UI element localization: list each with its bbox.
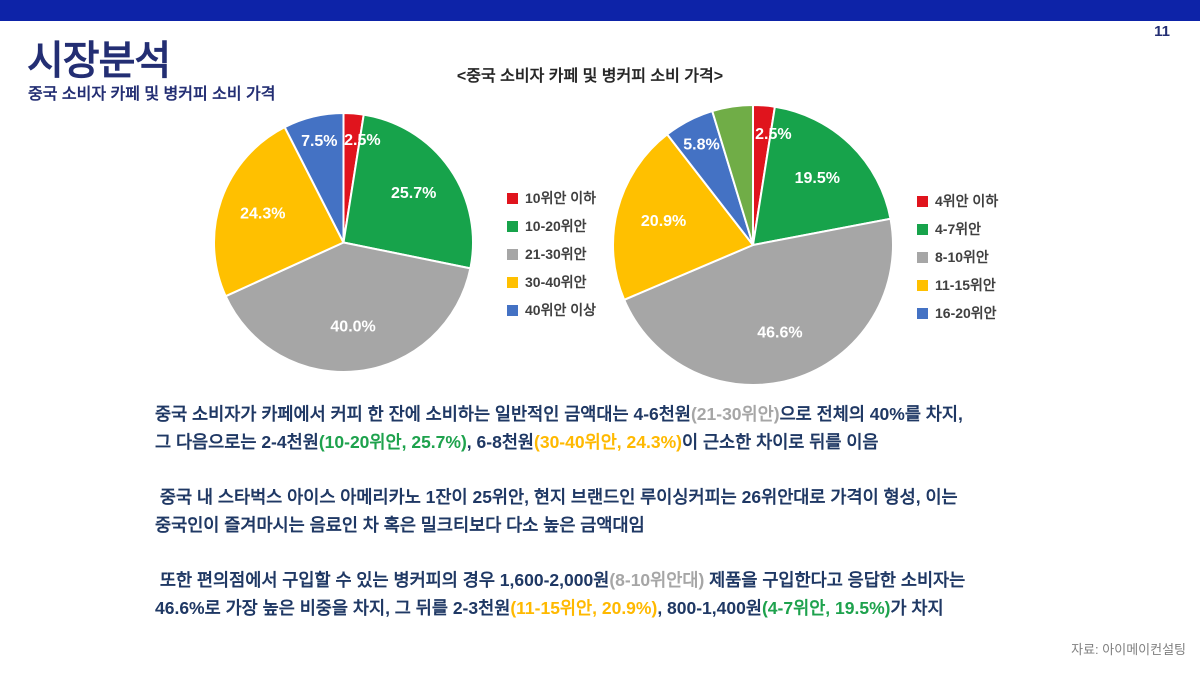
pie-slice [623, 217, 894, 386]
legend-swatch-icon [917, 279, 928, 291]
body-paragraph: 중국 내 스타벅스 아이스 아메리카노 1잔이 25위안, 현지 브랜드인 루이… [155, 483, 1085, 539]
text-segment-navy: 제품을 구입한다고 응답한 소비자는 [704, 570, 966, 590]
legend-label: 10-20위안 [525, 218, 587, 234]
legend-cafe-pie: 10위안 이하 10-20위안 21-30위안 30-40위안 40위안 이상 [507, 188, 596, 320]
pie-percentage-label: 24.3% [240, 206, 285, 223]
legend-label: 11-15위안 [935, 277, 996, 293]
text-segment-orange: (30-40위안, 24.3%) [534, 432, 682, 452]
legend-label: 21-30위안 [525, 246, 587, 262]
pie-percentage-label: 19.5% [795, 170, 840, 187]
pie-percentage-label: 5.8% [683, 137, 719, 154]
legend-swatch-icon [917, 223, 928, 235]
pie-slice [342, 113, 474, 270]
pie-slice [711, 104, 754, 246]
text-segment-navy: 으로 전체의 40%를 차지, [779, 404, 963, 424]
legend-label: 8-10위안 [935, 249, 989, 265]
top-accent-bar [0, 0, 1200, 21]
text-segment-green: (10-20위안, 25.7%) [318, 432, 467, 452]
legend-swatch-icon [507, 192, 518, 204]
pie-slice [612, 133, 754, 301]
source-credit: 자료: 아이메이컨설팅 [1071, 642, 1186, 657]
legend-swatch-icon [917, 251, 928, 263]
body-paragraph: 또한 편의점에서 구입할 수 있는 병커피의 경우 1,600-2,000원(8… [155, 566, 1085, 622]
text-segment-gray: (21-30위안) [690, 404, 780, 424]
pie-percentage-label: 2.5% [755, 126, 791, 143]
text-segment-navy: 가 차지 [890, 598, 944, 618]
text-segment-navy: 그 다음으로는 2-4천원 [155, 432, 319, 452]
text-segment-navy: 중국 소비자가 카페에서 커피 한 잔에 소비하는 일반적인 금액대는 4-6천… [155, 404, 691, 424]
legend-label: 16-20위안 [935, 305, 997, 321]
legend-item: 4위안 이하 [917, 191, 998, 211]
legend-label: 4-7위안 [935, 221, 981, 237]
legend-label: 40위안 이상 [525, 302, 596, 318]
text-segment-navy: 46.6%로 가장 높은 비중을 차지, 그 뒤를 2-3천원 [155, 598, 511, 618]
legend-item: 40위안 이상 [507, 300, 596, 320]
chart-title: <중국 소비자 카페 및 병커피 소비 가격> [456, 68, 724, 85]
text-segment-navy: 이 근소한 차이로 뒤를 이음 [681, 432, 879, 452]
legend-item: 16-20위안 [917, 303, 998, 323]
legend-swatch-icon [507, 304, 518, 316]
body-line: 46.6%로 가장 높은 비중을 차지, 그 뒤를 2-3천원(11-15위안,… [155, 594, 1085, 622]
text-segment-navy: 중국인이 즐겨마시는 음료인 차 혹은 밀크티보다 다소 높은 금액대임 [155, 515, 645, 535]
pie-slice [752, 105, 892, 246]
legend-item: 21-30위안 [507, 244, 596, 264]
body-line: 그 다음으로는 2-4천원(10-20위안, 25.7%), 6-8천원(30-… [155, 428, 1085, 456]
pie-percentage-label: 46.6% [757, 325, 802, 342]
text-segment-navy: , 6-8천원 [466, 432, 535, 452]
legend-label: 4위안 이하 [935, 193, 999, 209]
pie-percentage-label: 2.5% [344, 132, 380, 149]
page-number: 11 [1154, 23, 1170, 40]
body-line: 중국인이 즐겨마시는 음료인 차 혹은 밀크티보다 다소 높은 금액대임 [155, 511, 1085, 539]
body-text: 중국 소비자가 카페에서 커피 한 잔에 소비하는 일반적인 금액대는 4-6천… [155, 400, 1085, 649]
legend-swatch-icon [507, 220, 518, 232]
text-segment-navy: , 800-1,400원 [657, 598, 762, 618]
legend-item: 10-20위안 [507, 216, 596, 236]
pie-slice [283, 112, 345, 244]
text-segment-navy: 중국 내 스타벅스 아이스 아메리카노 1잔이 25위안, 현지 브랜드인 루이… [155, 487, 958, 507]
pie-percentage-label: 25.7% [391, 185, 436, 202]
legend-swatch-icon [917, 307, 928, 319]
pie-percentage-label: 20.9% [641, 213, 686, 230]
pie-slice [213, 126, 345, 298]
page-subtitle: 중국 소비자 카페 및 병커피 소비 가격 [28, 86, 276, 103]
legend-swatch-icon [507, 276, 518, 288]
pie-percentage-label: 40.0% [330, 319, 375, 336]
text-segment-navy: 또한 편의점에서 구입할 수 있는 병커피의 경우 1,600-2,000원 [155, 570, 610, 590]
legend-item: 4-7위안 [917, 219, 998, 239]
legend-swatch-icon [917, 195, 928, 207]
body-line: 중국 내 스타벅스 아이스 아메리카노 1잔이 25위안, 현지 브랜드인 루이… [155, 483, 1085, 511]
legend-item: 11-15위안 [917, 275, 998, 295]
legend-label: 10위안 이하 [525, 190, 596, 206]
pie-percentage-label: 7.5% [301, 133, 337, 150]
legend-item: 30-40위안 [507, 272, 596, 292]
pie-chart-bottled-coffee-price-pie: 2.5% 19.5% 46.6% 20.9% 5.8% [612, 103, 894, 386]
legend-swatch-icon [507, 248, 518, 260]
legend-bottled-pie: 4위안 이하 4-7위안 8-10위안 11-15위안 16-20위안 [917, 191, 998, 323]
pie-slice [224, 241, 472, 373]
pie-chart-cafe-price-pie: 2.5% 25.7% 40.0% 24.3% 7.5% [213, 111, 474, 373]
text-segment-gray: (8-10위안대) [609, 570, 705, 590]
legend-item: 10위안 이하 [507, 188, 596, 208]
legend-item: 8-10위안 [917, 247, 998, 267]
text-segment-green: (4-7위안, 19.5%) [761, 598, 891, 618]
legend-label: 30-40위안 [525, 274, 587, 290]
body-line: 또한 편의점에서 구입할 수 있는 병커피의 경우 1,600-2,000원(8… [155, 566, 1085, 594]
body-paragraph: 중국 소비자가 카페에서 커피 한 잔에 소비하는 일반적인 금액대는 4-6천… [155, 400, 1085, 456]
text-segment-orange: (11-15위안, 20.9%) [510, 598, 658, 618]
page-title: 시장분석 [27, 39, 171, 83]
body-line: 중국 소비자가 카페에서 커피 한 잔에 소비하는 일반적인 금액대는 4-6천… [155, 400, 1085, 428]
